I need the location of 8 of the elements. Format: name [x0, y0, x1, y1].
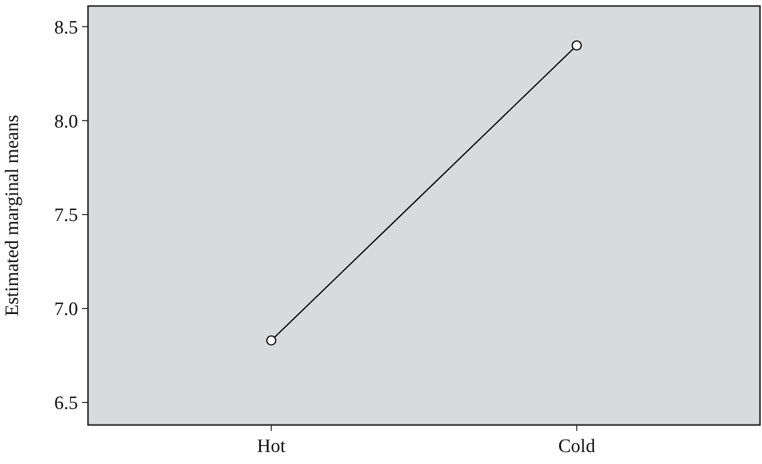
y-axis-title: Estimated marginal means [2, 114, 23, 316]
y-tick-label: 7.0 [54, 299, 78, 320]
x-tick-label: Cold [558, 436, 596, 457]
y-tick-label: 7.5 [54, 205, 78, 226]
y-tick-label: 8.0 [54, 111, 78, 132]
y-tick-label: 6.5 [54, 393, 78, 414]
y-tick-label: 8.5 [54, 17, 78, 38]
x-tick-label: Hot [257, 436, 286, 457]
